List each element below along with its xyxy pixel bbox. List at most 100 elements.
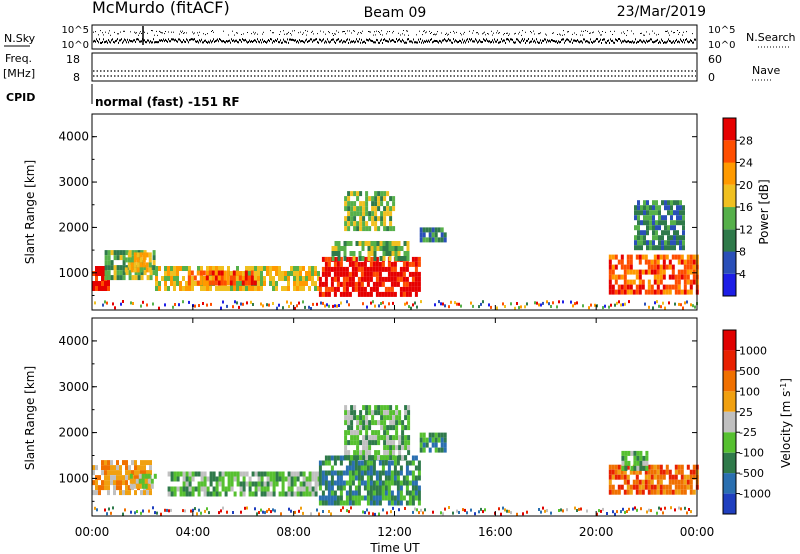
nsky-point [308,40,309,42]
echo-cell [272,276,275,281]
nsearch-point [431,32,432,33]
echo-cell [639,480,642,485]
echo-cell [349,496,352,501]
colorbar-tick-label: 25 [739,406,753,419]
echo-cell [441,227,444,232]
echo-cell [404,455,407,460]
echo-cell [119,465,122,470]
echo-cell [243,472,246,477]
nsearch-point [563,30,564,31]
echo-cell [107,460,110,465]
echo-cell [355,466,358,471]
echo-cell [302,281,305,286]
nsky-point [548,40,549,42]
echo-cell [299,286,302,291]
echo-cell [343,481,346,486]
echo-cell [325,471,328,476]
echo-cell [309,482,312,487]
echo-cell [432,227,435,232]
scatter-cell [526,302,528,305]
echo-cell [415,456,418,461]
echo-cell [130,479,133,484]
echo-cell [237,482,240,487]
echo-cell [637,240,640,245]
echo-cell [648,475,651,480]
echo-cell [279,492,282,497]
echo-cell [642,490,645,495]
echo-cell [618,465,621,470]
echo-cell [325,257,328,262]
echo-cell [383,425,386,430]
echo-cell [660,265,663,270]
echo-cell [657,490,660,495]
echo-cell [349,486,352,491]
echo-cell [636,485,639,490]
echo-cell [325,292,328,297]
nsky-point [297,40,298,42]
echo-cell [334,262,337,267]
echo-cell [219,492,222,497]
echo-cell [634,235,637,240]
nsearch-point [164,33,165,34]
echo-cell [279,477,282,482]
nsearch-point [503,34,504,35]
echo-cell [687,265,690,270]
nsky-point [577,39,578,41]
scatter-cell [500,513,502,516]
nsearch-point [361,33,362,34]
nsearch-point [305,30,306,31]
echo-cell [661,245,664,250]
scatter-cell [422,511,424,514]
echo-cell [290,266,293,271]
echo-cell [376,486,379,491]
nsky-point [351,41,352,43]
scatter-cell [604,305,606,308]
echo-cell [661,215,664,220]
echo-cell [183,487,186,492]
nsky-point [177,41,178,43]
nsky-point [94,40,95,42]
echo-cell [664,225,667,230]
nsky-point [562,38,563,40]
nsearch-point [469,31,470,32]
nsearch-point [223,31,224,32]
scatter-cell [576,301,578,304]
echo-cell [415,277,418,282]
echo-cell [101,460,104,465]
echo-cell [140,465,143,470]
nsky-point [688,41,689,43]
nsky-point [190,39,191,41]
echo-cell [170,281,173,286]
echo-cell [311,266,314,271]
echo-cell [412,481,415,486]
echo-cell [630,270,633,275]
echo-cell [389,445,392,450]
scatter-cell [110,512,112,515]
echo-cell [312,477,315,482]
echo-cell [240,482,243,487]
echo-cell [684,270,687,275]
echo-cell [640,220,643,225]
echo-cell [101,281,104,286]
echo-cell [642,466,645,471]
echo-cell [432,433,435,438]
nsky-point [206,41,207,43]
nsky-point [98,41,99,43]
echo-cell [221,266,224,271]
echo-cell [382,466,385,471]
echo-cell [260,266,263,271]
scatter-cell [298,302,300,305]
echo-cell [367,481,370,486]
echo-cell [173,271,176,276]
echo-cell [209,286,212,291]
echo-cell [368,216,371,221]
colorbar-tick-label: -100 [739,447,764,460]
echo-cell [373,262,376,267]
nsky-point [535,42,536,44]
echo-cell [212,266,215,271]
echo-cell [368,251,371,256]
echo-cell [670,235,673,240]
echo-cell [676,230,679,235]
nsky-point [442,40,443,42]
echo-cell [239,281,242,286]
